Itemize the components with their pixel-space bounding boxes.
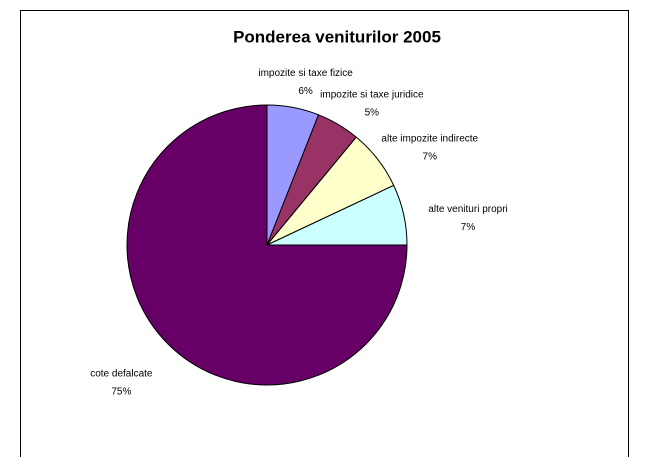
- slice-value-label: 75%: [111, 387, 131, 398]
- slice-value-label: 6%: [298, 86, 313, 97]
- pie-slice: [126, 104, 408, 386]
- slice-value-label: 5%: [365, 107, 380, 118]
- slice-label: impozite si taxe juridice: [320, 89, 424, 100]
- slice-label: alte impozite indirecte: [381, 134, 478, 145]
- slice-value-label: 7%: [423, 152, 438, 163]
- slice-label: impozite si taxe fizice: [258, 68, 353, 79]
- chart-frame: [20, 10, 629, 457]
- slice-label: alte venituri propri: [428, 204, 507, 215]
- chart-title: Ponderea veniturilor 2005: [233, 27, 441, 46]
- slice-label: cote defalcate: [90, 369, 153, 380]
- slice-value-label: 7%: [461, 222, 476, 233]
